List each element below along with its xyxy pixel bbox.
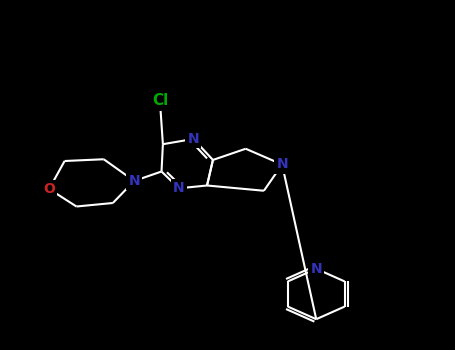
Text: N: N <box>173 181 185 195</box>
Text: Cl: Cl <box>152 93 169 108</box>
Text: N: N <box>276 158 288 172</box>
Text: O: O <box>43 182 55 196</box>
Text: N: N <box>310 262 322 276</box>
Text: N: N <box>128 174 140 188</box>
Text: N: N <box>187 132 199 146</box>
